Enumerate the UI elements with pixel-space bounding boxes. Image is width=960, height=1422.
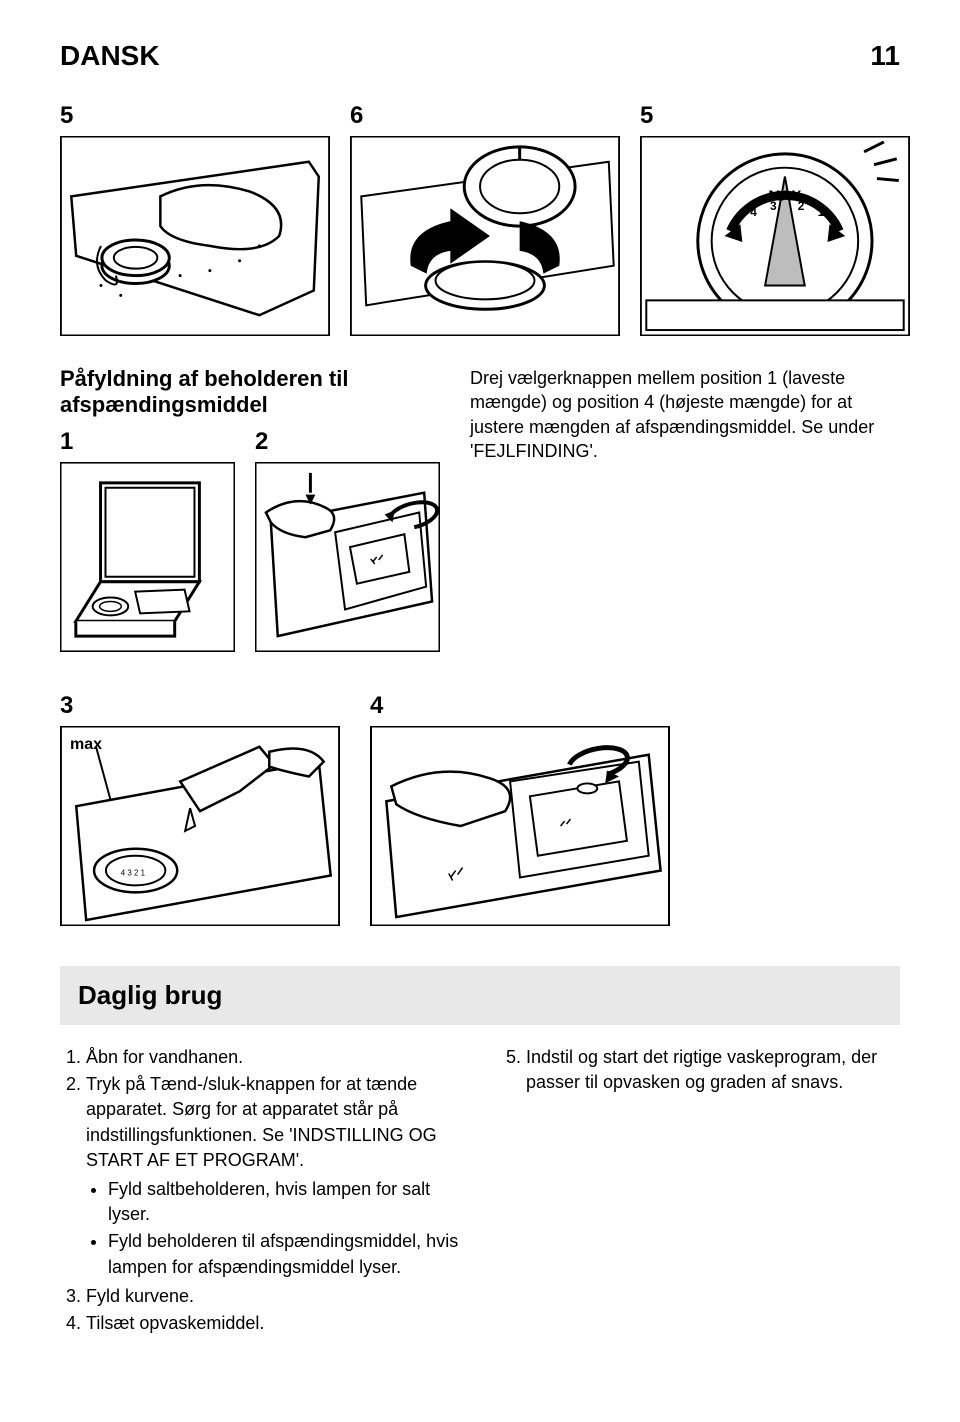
daily-ordered-list: Åbn for vandhanen. Tryk på Tænd-/sluk-kn…: [60, 1045, 460, 1336]
step-number: 4: [370, 692, 670, 720]
list-item: Tilsæt opvaskemiddel.: [86, 1311, 460, 1336]
list-item: Fyld beholderen til afspændingsmiddel, h…: [108, 1229, 460, 1279]
svg-text:4: 4: [750, 205, 757, 219]
diagram-step3: 3 max 4 3 2 1: [60, 692, 340, 926]
list-item: Fyld kurvene.: [86, 1284, 460, 1309]
max-label: max: [70, 736, 102, 754]
diagram-step1: 1: [60, 428, 235, 652]
daily-sub-list: Fyld saltbeholderen, hvis lampen for sal…: [86, 1177, 460, 1280]
list-item: Tryk på Tænd-/sluk-knappen for at tænde …: [86, 1072, 460, 1280]
daily-ordered-list-right: Indstil og start det rigtige vaskeprogra…: [500, 1045, 900, 1095]
daily-use-header: Daglig brug: [60, 966, 900, 1025]
daily-left-column: Åbn for vandhanen. Tryk på Tænd-/sluk-kn…: [60, 1045, 460, 1338]
daily-right-column: Indstil og start det rigtige vaskeprogra…: [500, 1045, 900, 1338]
dial-selector-icon: MAX 4 3 2 1: [640, 136, 910, 336]
step-number: 3: [60, 692, 340, 720]
svg-text:2: 2: [798, 199, 805, 213]
list-item: Indstil og start det rigtige vaskeprogra…: [526, 1045, 900, 1095]
step-number: 5: [640, 102, 910, 130]
step-number: 5: [60, 102, 330, 130]
fill-section-title: Påfyldning af beholderen til afspændings…: [60, 366, 440, 418]
open-dispenser-icon: [255, 462, 440, 652]
fill-left-column: Påfyldning af beholderen til afspændings…: [60, 366, 440, 652]
svg-text:1: 1: [818, 205, 825, 219]
page-header: DANSK 11: [60, 40, 900, 72]
spill-wipe-icon: [60, 136, 330, 336]
dishwasher-open-icon: [60, 462, 235, 652]
fill-section: Påfyldning af beholderen til afspændings…: [60, 366, 900, 652]
list-item-text: Tryk på Tænd-/sluk-knappen for at tænde …: [86, 1074, 437, 1170]
diagram-5-spill: 5: [60, 102, 330, 336]
svg-text:3: 3: [770, 199, 777, 213]
step-number: 6: [350, 102, 620, 130]
fill-instruction-text: Drej vælgerknappen mellem position 1 (la…: [470, 366, 900, 652]
step-number: 1: [60, 428, 235, 456]
daily-use-columns: Åbn for vandhanen. Tryk på Tænd-/sluk-kn…: [60, 1045, 900, 1338]
close-dispenser-icon: [370, 726, 670, 926]
step-number: 2: [255, 428, 440, 456]
header-language: DANSK: [60, 40, 160, 72]
list-item: Fyld saltbeholderen, hvis lampen for sal…: [108, 1177, 460, 1227]
svg-text:4 3 2 1: 4 3 2 1: [121, 869, 146, 878]
diagram-5-dial: 5 MAX 4 3 2 1: [640, 102, 910, 336]
pour-rinse-aid-icon: 4 3 2 1: [60, 726, 340, 926]
diagram-step4: 4: [370, 692, 670, 926]
cap-rotate-icon: [350, 136, 620, 336]
mid-diagram-row: 3 max 4 3 2 1 4: [60, 692, 900, 926]
header-page-number: 11: [870, 40, 900, 72]
diagram-6-cap: 6: [350, 102, 620, 336]
diagram-step2: 2: [255, 428, 440, 652]
daily-use-title: Daglig brug: [78, 980, 882, 1011]
top-diagram-row: 5 6 5: [60, 102, 900, 336]
list-item: Åbn for vandhanen.: [86, 1045, 460, 1070]
